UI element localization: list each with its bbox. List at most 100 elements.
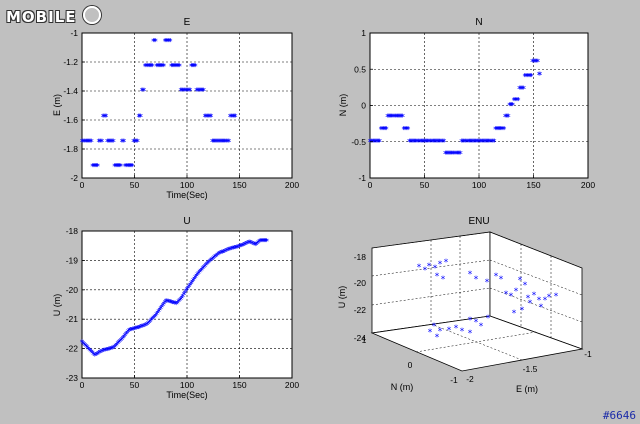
data-point: * bbox=[184, 87, 189, 97]
data-point: * bbox=[494, 125, 499, 135]
data-point: * bbox=[407, 138, 412, 148]
data-point: * bbox=[205, 113, 210, 123]
data-point: * bbox=[251, 241, 256, 251]
data-point: * bbox=[152, 313, 157, 323]
data-point: * bbox=[187, 87, 192, 97]
data-point: * bbox=[476, 138, 481, 148]
data-point: * bbox=[122, 333, 127, 343]
ticks-e: 0 50 100 150 200 -2 -1.8 -1.6 -1.4 -1.2 -1 bbox=[63, 28, 299, 190]
data-point: * bbox=[438, 138, 443, 148]
data-point: * bbox=[185, 87, 190, 97]
data-point: * bbox=[196, 270, 201, 280]
data-point: * bbox=[231, 245, 236, 255]
data-point: * bbox=[141, 87, 146, 97]
x-tick-label: 100 bbox=[180, 380, 194, 390]
data-point: * bbox=[183, 289, 188, 299]
data-point: * bbox=[402, 125, 407, 135]
data-point: * bbox=[220, 249, 225, 259]
data-point: * bbox=[243, 241, 248, 251]
ticks-u: 0 50 100 150 200 -23 -22 -21 -20 -19 -18 bbox=[66, 226, 300, 390]
data-point: * bbox=[461, 138, 466, 148]
data-point: * bbox=[514, 287, 519, 297]
data-point: * bbox=[386, 113, 391, 123]
data-point: * bbox=[139, 113, 144, 123]
data-point: * bbox=[419, 138, 424, 148]
data-point: * bbox=[144, 62, 149, 72]
y-tick-label: 0 bbox=[361, 101, 366, 111]
data-point: * bbox=[256, 239, 261, 249]
y-tick-label: 1 bbox=[361, 28, 366, 38]
data-point: * bbox=[474, 275, 479, 285]
data-point: * bbox=[130, 162, 135, 172]
data-point: * bbox=[417, 138, 422, 148]
data-point: * bbox=[187, 283, 192, 293]
data-point: * bbox=[210, 256, 215, 266]
data-point: * bbox=[128, 162, 133, 172]
data-point: * bbox=[493, 125, 498, 135]
data-point: * bbox=[237, 243, 242, 253]
data-point: * bbox=[219, 138, 224, 148]
data-point: * bbox=[90, 350, 95, 360]
data-point: * bbox=[252, 241, 257, 251]
data-point: * bbox=[104, 113, 109, 123]
data-point: * bbox=[183, 87, 188, 97]
data-point: * bbox=[523, 281, 528, 291]
data-point: * bbox=[105, 138, 110, 148]
data-point: * bbox=[148, 62, 153, 72]
data-point: * bbox=[176, 62, 181, 72]
data-point: * bbox=[508, 102, 513, 112]
data-point: * bbox=[198, 87, 203, 97]
data-point: * bbox=[259, 237, 264, 247]
data-point: * bbox=[168, 299, 173, 309]
y-tick-label: -18 bbox=[66, 226, 79, 236]
data-point: * bbox=[236, 243, 241, 253]
data-point: * bbox=[90, 162, 95, 172]
grid-n bbox=[370, 33, 588, 178]
data-point: * bbox=[532, 291, 537, 301]
data-point: * bbox=[216, 251, 221, 261]
y-tick-label: 0.5 bbox=[354, 64, 366, 74]
data-point: * bbox=[495, 125, 500, 135]
data-point: * bbox=[230, 113, 235, 123]
data-point: * bbox=[166, 298, 171, 308]
data-point: * bbox=[112, 343, 117, 353]
data-point: * bbox=[103, 347, 108, 357]
markers-u: ****************************************… bbox=[80, 237, 270, 362]
data-point: * bbox=[232, 113, 237, 123]
data-point: * bbox=[133, 325, 138, 335]
data-point: * bbox=[122, 138, 127, 148]
data-point: * bbox=[201, 265, 206, 275]
data-point: * bbox=[423, 266, 428, 276]
data-point: * bbox=[89, 349, 94, 359]
data-point: * bbox=[420, 138, 425, 148]
panel-n: ****************************************… bbox=[338, 17, 595, 190]
data-point: * bbox=[188, 281, 193, 291]
data-point: * bbox=[97, 350, 102, 360]
data-point: * bbox=[80, 339, 85, 349]
data-point: * bbox=[238, 243, 243, 253]
data-point: * bbox=[421, 138, 426, 148]
data-point: * bbox=[133, 138, 138, 148]
data-point: * bbox=[227, 246, 232, 256]
data-point: * bbox=[504, 290, 509, 300]
data-point: * bbox=[527, 73, 532, 83]
data-point: * bbox=[131, 326, 136, 336]
data-point: * bbox=[431, 138, 436, 148]
data-point: * bbox=[181, 293, 186, 303]
data-point: * bbox=[435, 138, 440, 148]
grid-line-z bbox=[489, 231, 583, 269]
data-point: * bbox=[83, 138, 88, 148]
x-tick-label: 50 bbox=[420, 180, 430, 190]
data-point: * bbox=[521, 85, 526, 95]
data-point: * bbox=[370, 138, 375, 148]
data-point: * bbox=[448, 150, 453, 160]
data-point: * bbox=[479, 138, 484, 148]
data-point: * bbox=[406, 125, 411, 135]
data-point: * bbox=[388, 113, 393, 123]
data-point: * bbox=[374, 138, 379, 148]
data-point: * bbox=[234, 244, 239, 254]
data-point: * bbox=[120, 138, 125, 148]
data-point: * bbox=[136, 113, 141, 123]
data-point: * bbox=[171, 62, 176, 72]
